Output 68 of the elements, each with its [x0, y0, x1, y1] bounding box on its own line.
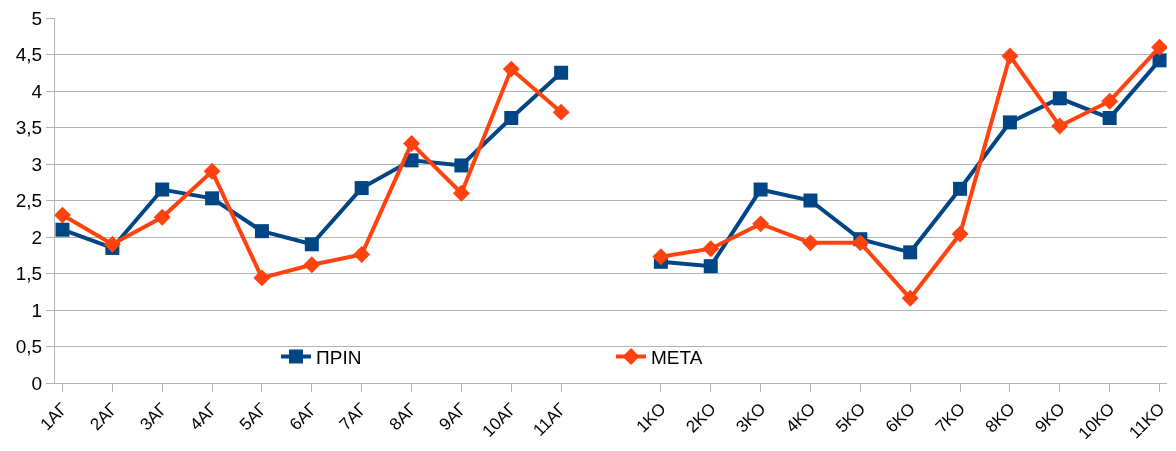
- point: [1051, 117, 1069, 135]
- point: [303, 256, 321, 274]
- point: [901, 289, 919, 307]
- x-tick-label: 6ΚΟ: [881, 399, 920, 437]
- point: [851, 234, 869, 252]
- point: [454, 158, 469, 173]
- x-tick-label: 3ΚΟ: [732, 399, 770, 437]
- point: [205, 191, 220, 206]
- x-tick-label: 9ΚΟ: [1031, 399, 1069, 437]
- y-tick-label: 4: [31, 80, 43, 102]
- point: [1152, 53, 1167, 68]
- point: [502, 60, 520, 78]
- point: [752, 215, 770, 233]
- x-tick-label: 5ΚΟ: [832, 399, 870, 437]
- x-tick-label: 9ΑΓ: [435, 399, 471, 435]
- y-tick-label: 0: [31, 372, 43, 394]
- point: [803, 193, 818, 208]
- point: [353, 246, 371, 263]
- point: [354, 181, 369, 196]
- y-tick-label: 1,5: [15, 263, 43, 285]
- point: [1052, 91, 1067, 106]
- point: [452, 184, 470, 202]
- point: [802, 234, 819, 252]
- x-tick-label: 7ΑΓ: [335, 399, 371, 435]
- point: [554, 65, 569, 80]
- x-tick-label: 6ΑΓ: [285, 399, 321, 435]
- point: [703, 259, 718, 274]
- point: [55, 206, 71, 224]
- point: [753, 182, 768, 197]
- y-tick-label: 3,5: [15, 117, 43, 139]
- point: [1002, 115, 1017, 130]
- point: [1151, 38, 1167, 56]
- point: [504, 111, 519, 126]
- y-tick-label: 3: [31, 153, 43, 175]
- legend-label: ΠΡΙΝ: [316, 346, 362, 368]
- x-tick-label: 8ΚΟ: [981, 399, 1019, 437]
- point: [153, 208, 171, 226]
- point: [953, 181, 968, 196]
- point: [55, 222, 70, 237]
- y-tick-label: 0,5: [15, 336, 43, 358]
- point: [1001, 47, 1019, 65]
- y-tick-label: 2: [31, 226, 43, 248]
- x-tick-label: 8ΑΓ: [385, 399, 421, 435]
- x-tick-label: 5ΑΓ: [236, 399, 271, 435]
- point: [103, 235, 121, 253]
- point: [652, 248, 670, 266]
- point: [155, 182, 170, 197]
- point: [951, 225, 969, 243]
- legend-label: ΜΕΤΑ: [651, 346, 703, 368]
- point: [1102, 111, 1117, 126]
- point: [903, 245, 918, 260]
- x-tick-label: 7ΚΟ: [931, 399, 969, 437]
- y-tick-label: 4,5: [15, 44, 43, 66]
- y-tick-label: 5: [31, 7, 43, 29]
- point: [1101, 92, 1119, 110]
- point: [203, 162, 221, 180]
- x-tick-label: 4ΚΟ: [782, 399, 820, 437]
- x-tick-label: 4ΑΓ: [186, 399, 221, 435]
- point: [403, 135, 420, 153]
- point: [702, 240, 720, 258]
- point: [254, 224, 269, 239]
- point: [552, 103, 570, 121]
- y-tick-label: 1: [31, 299, 43, 321]
- point: [304, 237, 319, 252]
- x-tick-label: 3ΑΓ: [136, 399, 172, 435]
- x-tick-label: 1ΑΓ: [36, 399, 72, 435]
- point: [253, 269, 271, 287]
- y-tick-label: 2,5: [15, 190, 43, 212]
